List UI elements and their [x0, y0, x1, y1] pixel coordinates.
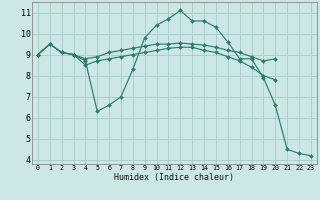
X-axis label: Humidex (Indice chaleur): Humidex (Indice chaleur): [115, 173, 234, 182]
